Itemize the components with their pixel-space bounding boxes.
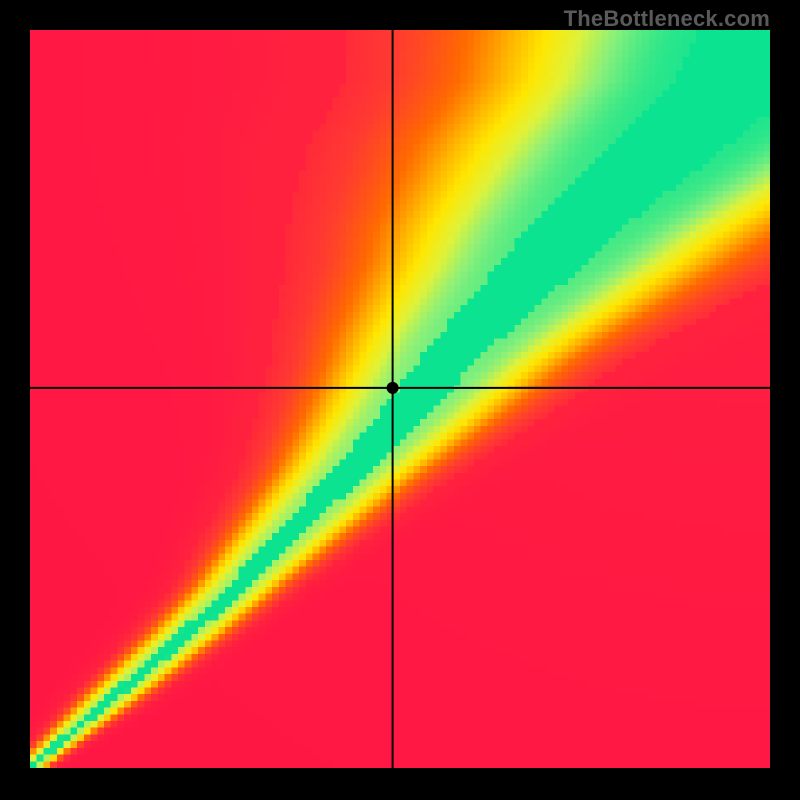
watermark-text: TheBottleneck.com	[564, 6, 770, 32]
chart-container: { "watermark": "TheBottleneck.com", "hea…	[0, 0, 800, 800]
bottleneck-heatmap	[30, 30, 770, 768]
plot-area	[30, 30, 770, 768]
